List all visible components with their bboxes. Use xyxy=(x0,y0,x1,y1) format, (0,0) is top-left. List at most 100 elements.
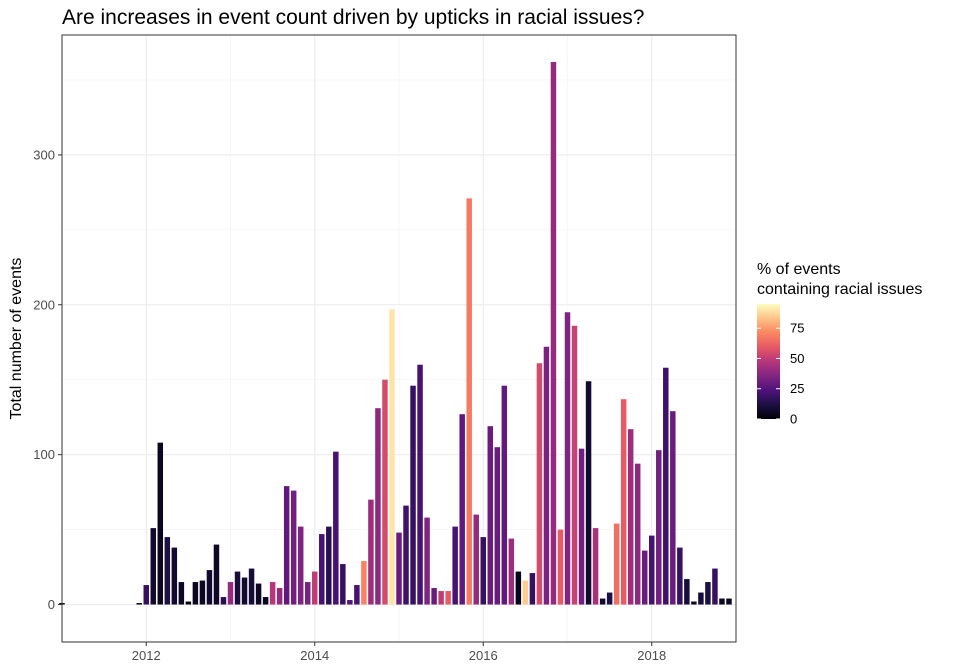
bar xyxy=(641,550,648,605)
bar xyxy=(698,592,704,605)
bar xyxy=(199,580,206,605)
bar xyxy=(663,367,669,605)
bar xyxy=(515,571,522,605)
legend-colorbar xyxy=(757,304,780,419)
bar xyxy=(150,528,157,605)
bar xyxy=(480,537,486,605)
y-tick-label: 100 xyxy=(33,447,55,462)
bar xyxy=(340,564,346,605)
bar xyxy=(382,379,388,605)
legend-tick-label: 25 xyxy=(790,381,804,396)
bar xyxy=(241,577,248,605)
bar xyxy=(543,346,550,605)
x-axis: 2012 2014 2016 2018 xyxy=(132,642,666,663)
bar xyxy=(248,568,255,605)
bar xyxy=(136,603,142,605)
bar xyxy=(649,535,655,605)
bar xyxy=(389,309,395,605)
bar xyxy=(304,582,311,605)
bar xyxy=(234,571,241,605)
bar xyxy=(705,582,711,605)
bar xyxy=(459,414,465,605)
bar xyxy=(585,381,592,605)
bar xyxy=(171,547,178,605)
bar xyxy=(557,529,564,605)
bar xyxy=(494,447,501,605)
bar xyxy=(677,547,683,605)
bar xyxy=(143,585,149,605)
bar xyxy=(361,561,367,605)
bar xyxy=(438,591,444,605)
legend-tick-label: 50 xyxy=(790,351,804,366)
bar xyxy=(255,583,262,605)
bar xyxy=(354,585,360,605)
bar xyxy=(719,598,725,605)
bar xyxy=(712,568,718,605)
y-axis: 0 100 200 300 xyxy=(33,147,62,612)
legend-tick-label: 0 xyxy=(790,412,797,427)
legend-tick-label: 75 xyxy=(790,321,804,336)
legend-title: containing racial issues xyxy=(757,281,922,298)
y-tick-label: 300 xyxy=(33,147,55,162)
x-tick-label: 2018 xyxy=(637,648,666,663)
bar xyxy=(627,429,634,605)
bar xyxy=(312,571,318,605)
bars-group xyxy=(59,61,732,605)
bar xyxy=(368,499,374,605)
legend: % of events containing racial issues 0 25 50… xyxy=(757,261,922,427)
bar xyxy=(473,514,479,605)
x-tick-label: 2012 xyxy=(132,648,161,663)
plot-border xyxy=(61,34,737,643)
bar xyxy=(529,573,536,605)
bar xyxy=(431,588,437,605)
bar xyxy=(269,582,276,605)
bar xyxy=(326,526,332,605)
x-tick-label: 2014 xyxy=(300,648,329,663)
bar xyxy=(178,582,185,605)
bar xyxy=(424,517,430,605)
y-axis-title: Total number of events xyxy=(8,258,25,420)
bar xyxy=(452,526,458,605)
bar xyxy=(564,312,571,605)
bar xyxy=(417,364,423,605)
bar xyxy=(375,408,381,605)
y-tick-label: 0 xyxy=(48,597,55,612)
bar xyxy=(620,399,627,605)
bar xyxy=(283,486,290,605)
bar xyxy=(606,592,613,605)
bar xyxy=(634,463,641,605)
bar xyxy=(157,442,164,605)
bar xyxy=(276,588,283,605)
bar xyxy=(592,528,599,605)
bar xyxy=(410,385,416,605)
bar xyxy=(347,600,353,605)
bar xyxy=(599,598,606,605)
chart-title: Are increases in event count driven by u… xyxy=(62,6,644,29)
bar xyxy=(206,570,213,605)
bar xyxy=(550,61,557,605)
bar xyxy=(164,537,171,605)
bar xyxy=(691,601,697,605)
y-tick-label: 200 xyxy=(33,297,55,312)
bar xyxy=(536,363,543,605)
legend-title: % of events xyxy=(757,261,841,278)
bar xyxy=(319,534,325,605)
bar xyxy=(508,538,515,605)
bar xyxy=(670,411,676,605)
bar xyxy=(403,505,409,605)
bar xyxy=(466,198,472,605)
bar xyxy=(656,450,662,605)
bar xyxy=(290,490,297,605)
bar xyxy=(501,385,508,605)
bar xyxy=(220,597,227,605)
bar xyxy=(213,544,220,605)
plot-panel xyxy=(59,34,737,643)
bar xyxy=(578,448,585,605)
bar xyxy=(333,451,339,605)
bar xyxy=(185,601,192,605)
x-tick-label: 2016 xyxy=(469,648,498,663)
bar xyxy=(522,580,529,605)
bar xyxy=(227,582,234,605)
bar xyxy=(396,532,402,605)
